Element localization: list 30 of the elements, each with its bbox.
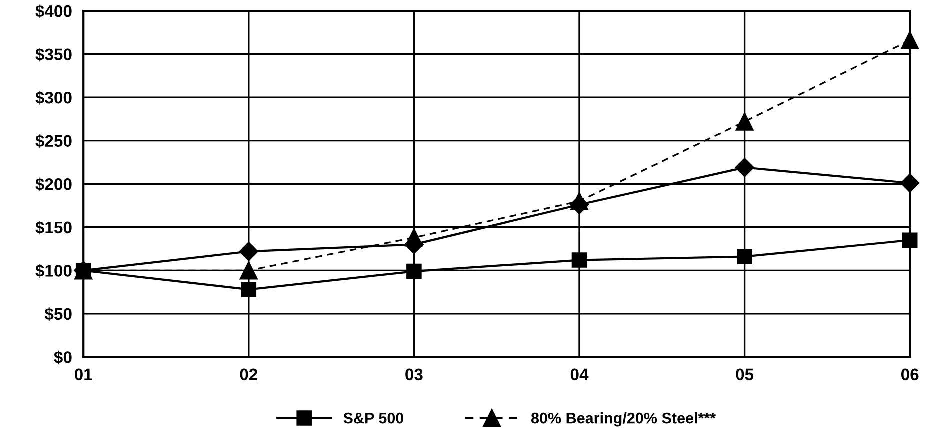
point (572, 252, 588, 268)
y-tick-label: $150 (36, 221, 72, 235)
y-tick-label: $250 (36, 134, 72, 148)
y-tick-label: $100 (36, 264, 72, 278)
y-tick-label: $200 (36, 178, 72, 192)
y-tick-label: $50 (44, 308, 72, 322)
point (570, 192, 589, 210)
point (737, 249, 752, 264)
point (736, 112, 754, 131)
x-tick-label: 03 (406, 368, 423, 381)
x-tick-label: 06 (901, 368, 919, 381)
point (735, 158, 754, 178)
y-tick-label: $350 (36, 48, 72, 62)
point (901, 31, 920, 50)
x-tick-label: 04 (570, 368, 589, 381)
point (902, 232, 918, 248)
point (241, 282, 257, 298)
legend-label: S&P 500 (344, 412, 404, 424)
point (240, 262, 258, 280)
legend-label: 80% Bearing/20% Steel*** (531, 412, 716, 427)
y-tick-label: $300 (36, 91, 72, 105)
point (900, 174, 920, 193)
y-tick-label: $0 (54, 350, 72, 364)
y-tick-label: $400 (36, 4, 72, 18)
point (405, 228, 424, 247)
x-tick-label: 02 (240, 368, 258, 381)
point (406, 264, 422, 280)
x-tick-label: 01 (74, 368, 92, 381)
x-tick-label: 05 (736, 368, 754, 381)
point (239, 242, 258, 262)
